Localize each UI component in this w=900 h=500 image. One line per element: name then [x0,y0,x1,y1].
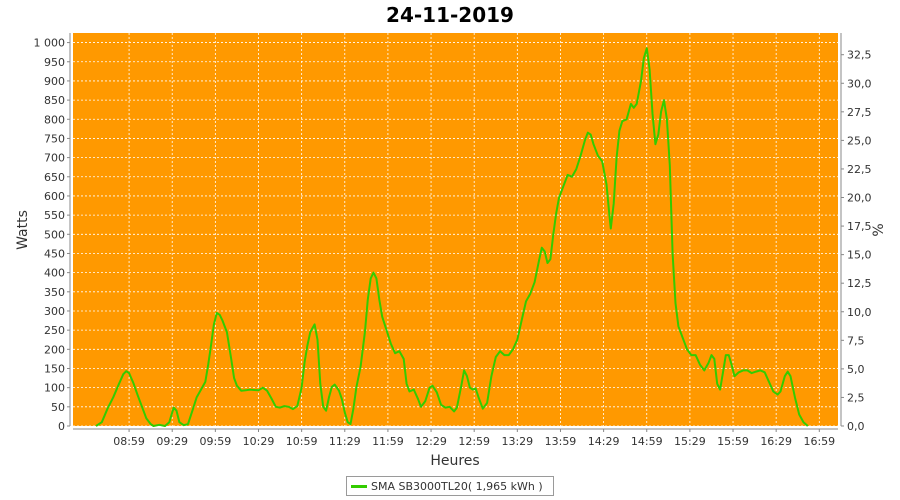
y2-tick-label: 2,5 [847,391,865,404]
x-tick-label: 11:59 [372,435,404,448]
x-tick-label: 10:29 [243,435,275,448]
y-tick-label: 400 [44,267,65,280]
x-tick-label: 15:59 [717,435,749,448]
y-tick-label: 350 [44,286,65,299]
y2-tick-label: 30,0 [847,77,872,90]
y-tick-label: 150 [44,362,65,375]
x-tick-label: 08:59 [113,435,145,448]
x-tick-label: 11:29 [329,435,361,448]
series-layer [95,47,809,427]
y-tick-label: 550 [44,209,65,222]
y-tick-label: 850 [44,94,65,107]
legend-label: SMA SB3000TL20( 1,965 kWh ) [371,479,543,493]
x-axis-title: Heures [430,453,479,469]
x-tick-label: 12:59 [458,435,490,448]
x-tick-label: 13:29 [501,435,533,448]
y-tick-label: 450 [44,247,65,260]
x-tick-label: 12:29 [415,435,447,448]
y2-tick-label: 27,5 [847,106,872,119]
y-tick-label: 500 [44,228,65,241]
y2-tick-label: 22,5 [847,163,872,176]
legend: SMA SB3000TL20( 1,965 kWh ) [346,476,554,496]
chart-title: 24-11-2019 [386,3,514,27]
x-tick-label: 15:29 [674,435,706,448]
series-line [95,47,809,427]
x-tick-label: 14:59 [631,435,663,448]
y2-tick-label: 7,5 [847,334,865,347]
y2-tick-label: 10,0 [847,306,872,319]
y-tick-label: 250 [44,324,65,337]
y-tick-label: 200 [44,343,65,356]
y2-axis-title: % [871,223,887,236]
x-axis: 08:59 09:29 09:59 10:29 10:59 11:29 11:59 12:29… [73,428,838,448]
y-tick-label: 750 [44,132,65,145]
y-tick-label: 100 [44,382,65,395]
x-tick-label: 10:59 [286,435,318,448]
y2-tick-label: 5,0 [847,363,865,376]
x-tick-label: 13:59 [545,435,577,448]
y-axis-left: 0 50 100 150 200 250 300 350 400 450 500 550 600 650 7… [34,33,71,433]
x-tick-label: 09:29 [156,435,188,448]
y-tick-label: 1 000 [34,37,66,50]
x-tick-label: 14:29 [588,435,620,448]
y-tick-label: 50 [51,401,65,414]
x-tick-label: 16:59 [803,435,835,448]
x-tick-label: 16:29 [760,435,792,448]
y-tick-label: 0 [58,420,65,433]
y-tick-label: 700 [44,152,65,165]
y-axis-title: Watts [15,210,31,250]
y2-tick-label: 32,5 [847,49,872,62]
y2-tick-label: 0,0 [847,420,865,433]
y2-tick-label: 17,5 [847,220,872,233]
y2-tick-label: 12,5 [847,277,872,290]
gridlines [73,33,838,427]
y-tick-label: 900 [44,75,65,88]
y2-tick-label: 15,0 [847,249,872,262]
y-axis-right: 0,0 2,5 5,0 7,5 10,0 12,5 15,0 17,5 20,0 22,5 25,0… [840,33,872,433]
y-tick-label: 600 [44,190,65,203]
y-tick-label: 650 [44,171,65,184]
y-tick-label: 800 [44,113,65,126]
y2-tick-label: 25,0 [847,134,872,147]
legend-swatch [351,484,367,488]
y2-tick-label: 20,0 [847,192,872,205]
x-tick-label: 09:59 [200,435,232,448]
y-tick-label: 950 [44,56,65,69]
y-tick-label: 300 [44,305,65,318]
